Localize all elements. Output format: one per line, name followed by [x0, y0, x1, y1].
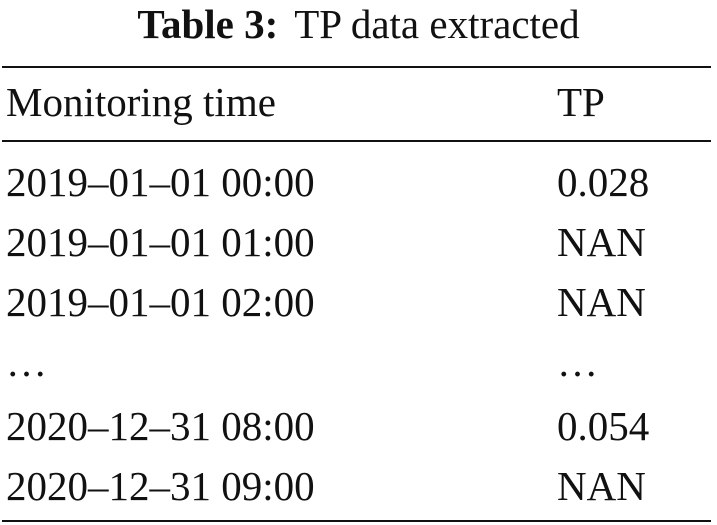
tp-value-cell: 0.054	[557, 403, 650, 449]
tp-value-cell: NAN	[557, 219, 646, 265]
table-row-ellipsis: … …	[0, 332, 717, 392]
monitoring-time-cell: 2020–12–31 09:00	[6, 463, 315, 509]
table-caption-text: TP data extracted	[294, 1, 580, 47]
ellipsis-tp-cell: …	[557, 339, 604, 385]
table-row: 2019–01–01 00:00 0.028	[0, 152, 717, 212]
table-header-row: Monitoring time TP	[0, 72, 717, 132]
monitoring-time-cell: 2019–01–01 02:00	[6, 279, 315, 325]
table-row: 2019–01–01 02:00 NAN	[0, 272, 717, 332]
table-row: 2019–01–01 01:00 NAN	[0, 212, 717, 272]
table-caption: Table 3: TP data extracted	[0, 0, 717, 52]
monitoring-time-cell: 2020–12–31 08:00	[6, 403, 315, 449]
table-caption-label: Table 3:	[137, 1, 279, 47]
tp-value-cell: NAN	[557, 463, 646, 509]
monitoring-time-cell: 2019–01–01 00:00	[6, 159, 315, 205]
ellipsis-time-cell: …	[6, 339, 53, 385]
column-header-tp: TP	[557, 79, 605, 125]
table-row: 2020–12–31 08:00 0.054	[0, 396, 717, 456]
monitoring-time-cell: 2019–01–01 01:00	[6, 219, 315, 265]
column-header-monitoring-time: Monitoring time	[6, 79, 276, 125]
table-header-rule	[2, 140, 711, 142]
tp-value-cell: 0.028	[557, 159, 650, 205]
table-bottom-rule	[2, 520, 711, 522]
tp-value-cell: NAN	[557, 279, 646, 325]
table-row: 2020–12–31 09:00 NAN	[0, 456, 717, 516]
table-top-rule	[2, 66, 711, 68]
